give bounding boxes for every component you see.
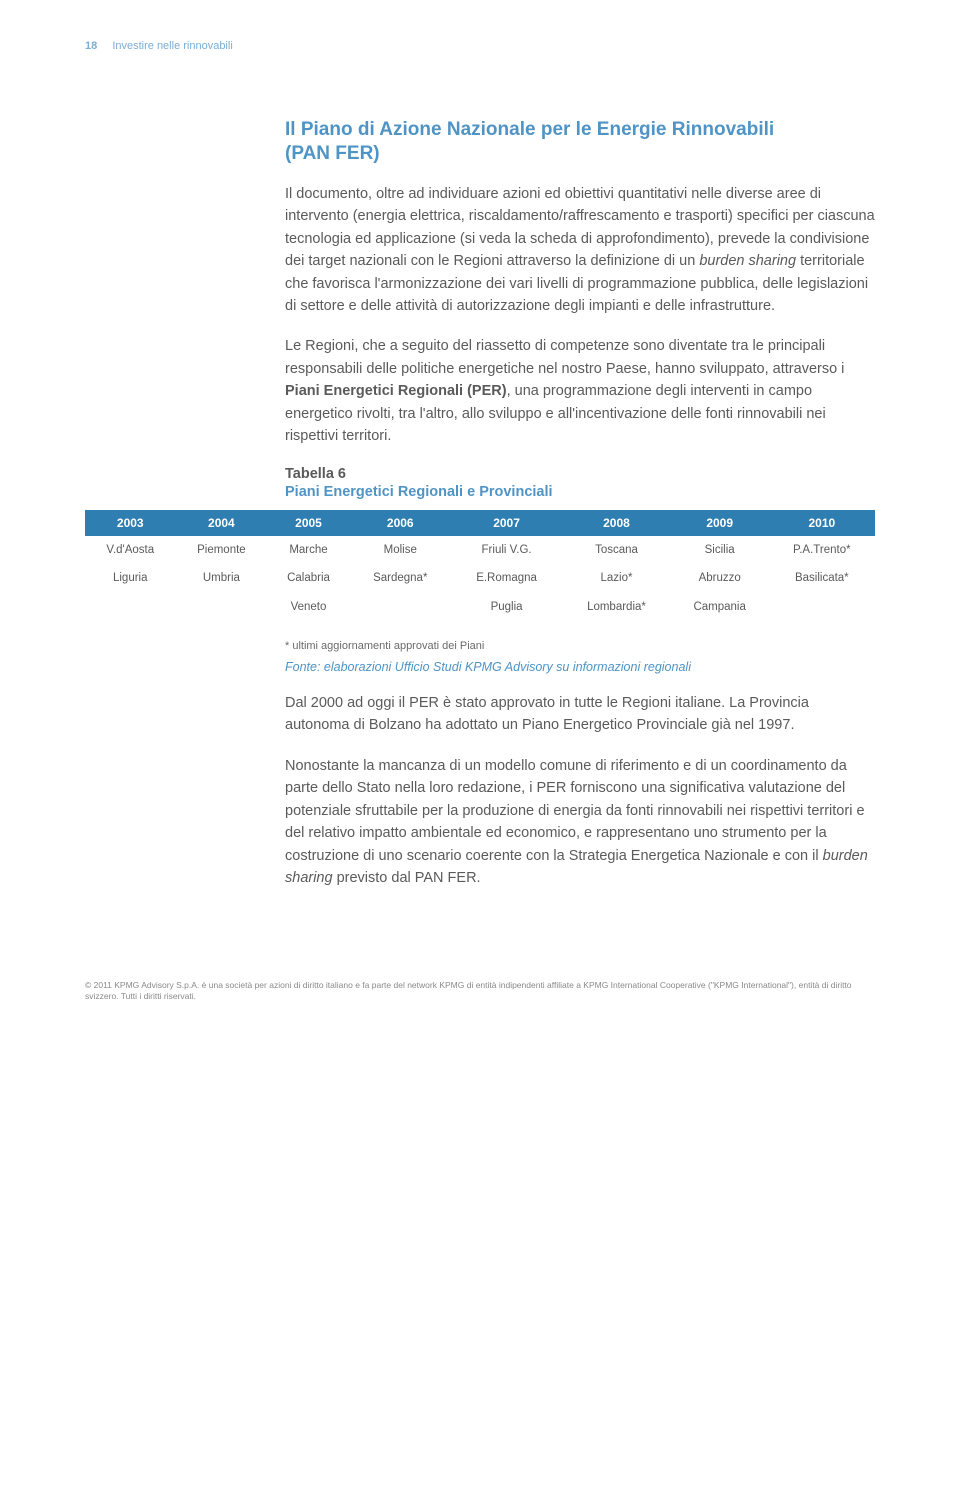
col-2009: 2009 <box>671 510 769 536</box>
cell: Lombardia* <box>562 593 670 622</box>
cell: Marche <box>267 536 349 565</box>
table-row: Veneto Puglia Lombardia* Campania <box>85 593 875 622</box>
section-title-line2: (PAN FER) <box>285 143 875 165</box>
cell: Friuli V.G. <box>451 536 562 565</box>
cell <box>85 593 176 622</box>
p2-strong: Piani Energetici Regionali (PER) <box>285 383 507 399</box>
page-number: 18 <box>85 40 97 52</box>
paragraph-1: Il documento, oltre ad individuare azion… <box>285 183 875 318</box>
table-label: Tabella 6 <box>285 466 875 482</box>
cell: Molise <box>350 536 451 565</box>
table-row: V.d'Aosta Piemonte Marche Molise Friuli … <box>85 536 875 565</box>
col-2006: 2006 <box>350 510 451 536</box>
cell <box>350 593 451 622</box>
cell: Toscana <box>562 536 670 565</box>
cell: Puglia <box>451 593 562 622</box>
cell: Sicilia <box>671 536 769 565</box>
p1-emphasis: burden sharing <box>699 253 796 269</box>
cell: V.d'Aosta <box>85 536 176 565</box>
table-caption: Piani Energetici Regionali e Provinciali <box>285 484 875 500</box>
cell: P.A.Trento* <box>769 536 875 565</box>
col-2004: 2004 <box>176 510 268 536</box>
cell: Veneto <box>267 593 349 622</box>
paragraph-2: Le Regioni, che a seguito del riassetto … <box>285 335 875 447</box>
paragraph-3: Dal 2000 ad oggi il PER è stato approvat… <box>285 692 875 737</box>
p4-text-b: previsto dal PAN FER. <box>333 870 481 886</box>
section-title-line1: Il Piano di Azione Nazionale per le Ener… <box>285 117 875 143</box>
regions-table: 2003 2004 2005 2006 2007 2008 2009 2010 … <box>85 510 875 622</box>
cell <box>176 593 268 622</box>
table-header-row: 2003 2004 2005 2006 2007 2008 2009 2010 <box>85 510 875 536</box>
cell: Campania <box>671 593 769 622</box>
cell: Sardegna* <box>350 564 451 593</box>
cell: E.Romagna <box>451 564 562 593</box>
cell: Umbria <box>176 564 268 593</box>
cell: Calabria <box>267 564 349 593</box>
col-2007: 2007 <box>451 510 562 536</box>
running-title: Investire nelle rinnovabili <box>112 40 232 52</box>
table-footnote: * ultimi aggiornamenti approvati dei Pia… <box>285 640 875 652</box>
col-2010: 2010 <box>769 510 875 536</box>
col-2005: 2005 <box>267 510 349 536</box>
col-2008: 2008 <box>562 510 670 536</box>
col-2003: 2003 <box>85 510 176 536</box>
page: 18 Investire nelle rinnovabili Il Piano … <box>0 0 960 1033</box>
cell <box>769 593 875 622</box>
cell: Liguria <box>85 564 176 593</box>
cell: Abruzzo <box>671 564 769 593</box>
cell: Lazio* <box>562 564 670 593</box>
cell: Piemonte <box>176 536 268 565</box>
running-header: 18 Investire nelle rinnovabili <box>85 40 875 52</box>
table-source: Fonte: elaborazioni Ufficio Studi KPMG A… <box>285 660 875 674</box>
cell: Basilicata* <box>769 564 875 593</box>
copyright-footer: © 2011 KPMG Advisory S.p.A. è una societ… <box>85 980 875 1004</box>
table-row: Liguria Umbria Calabria Sardegna* E.Roma… <box>85 564 875 593</box>
p4-text-a: Nonostante la mancanza di un modello com… <box>285 758 865 864</box>
paragraph-4: Nonostante la mancanza di un modello com… <box>285 755 875 890</box>
p2-text-a: Le Regioni, che a seguito del riassetto … <box>285 338 844 376</box>
